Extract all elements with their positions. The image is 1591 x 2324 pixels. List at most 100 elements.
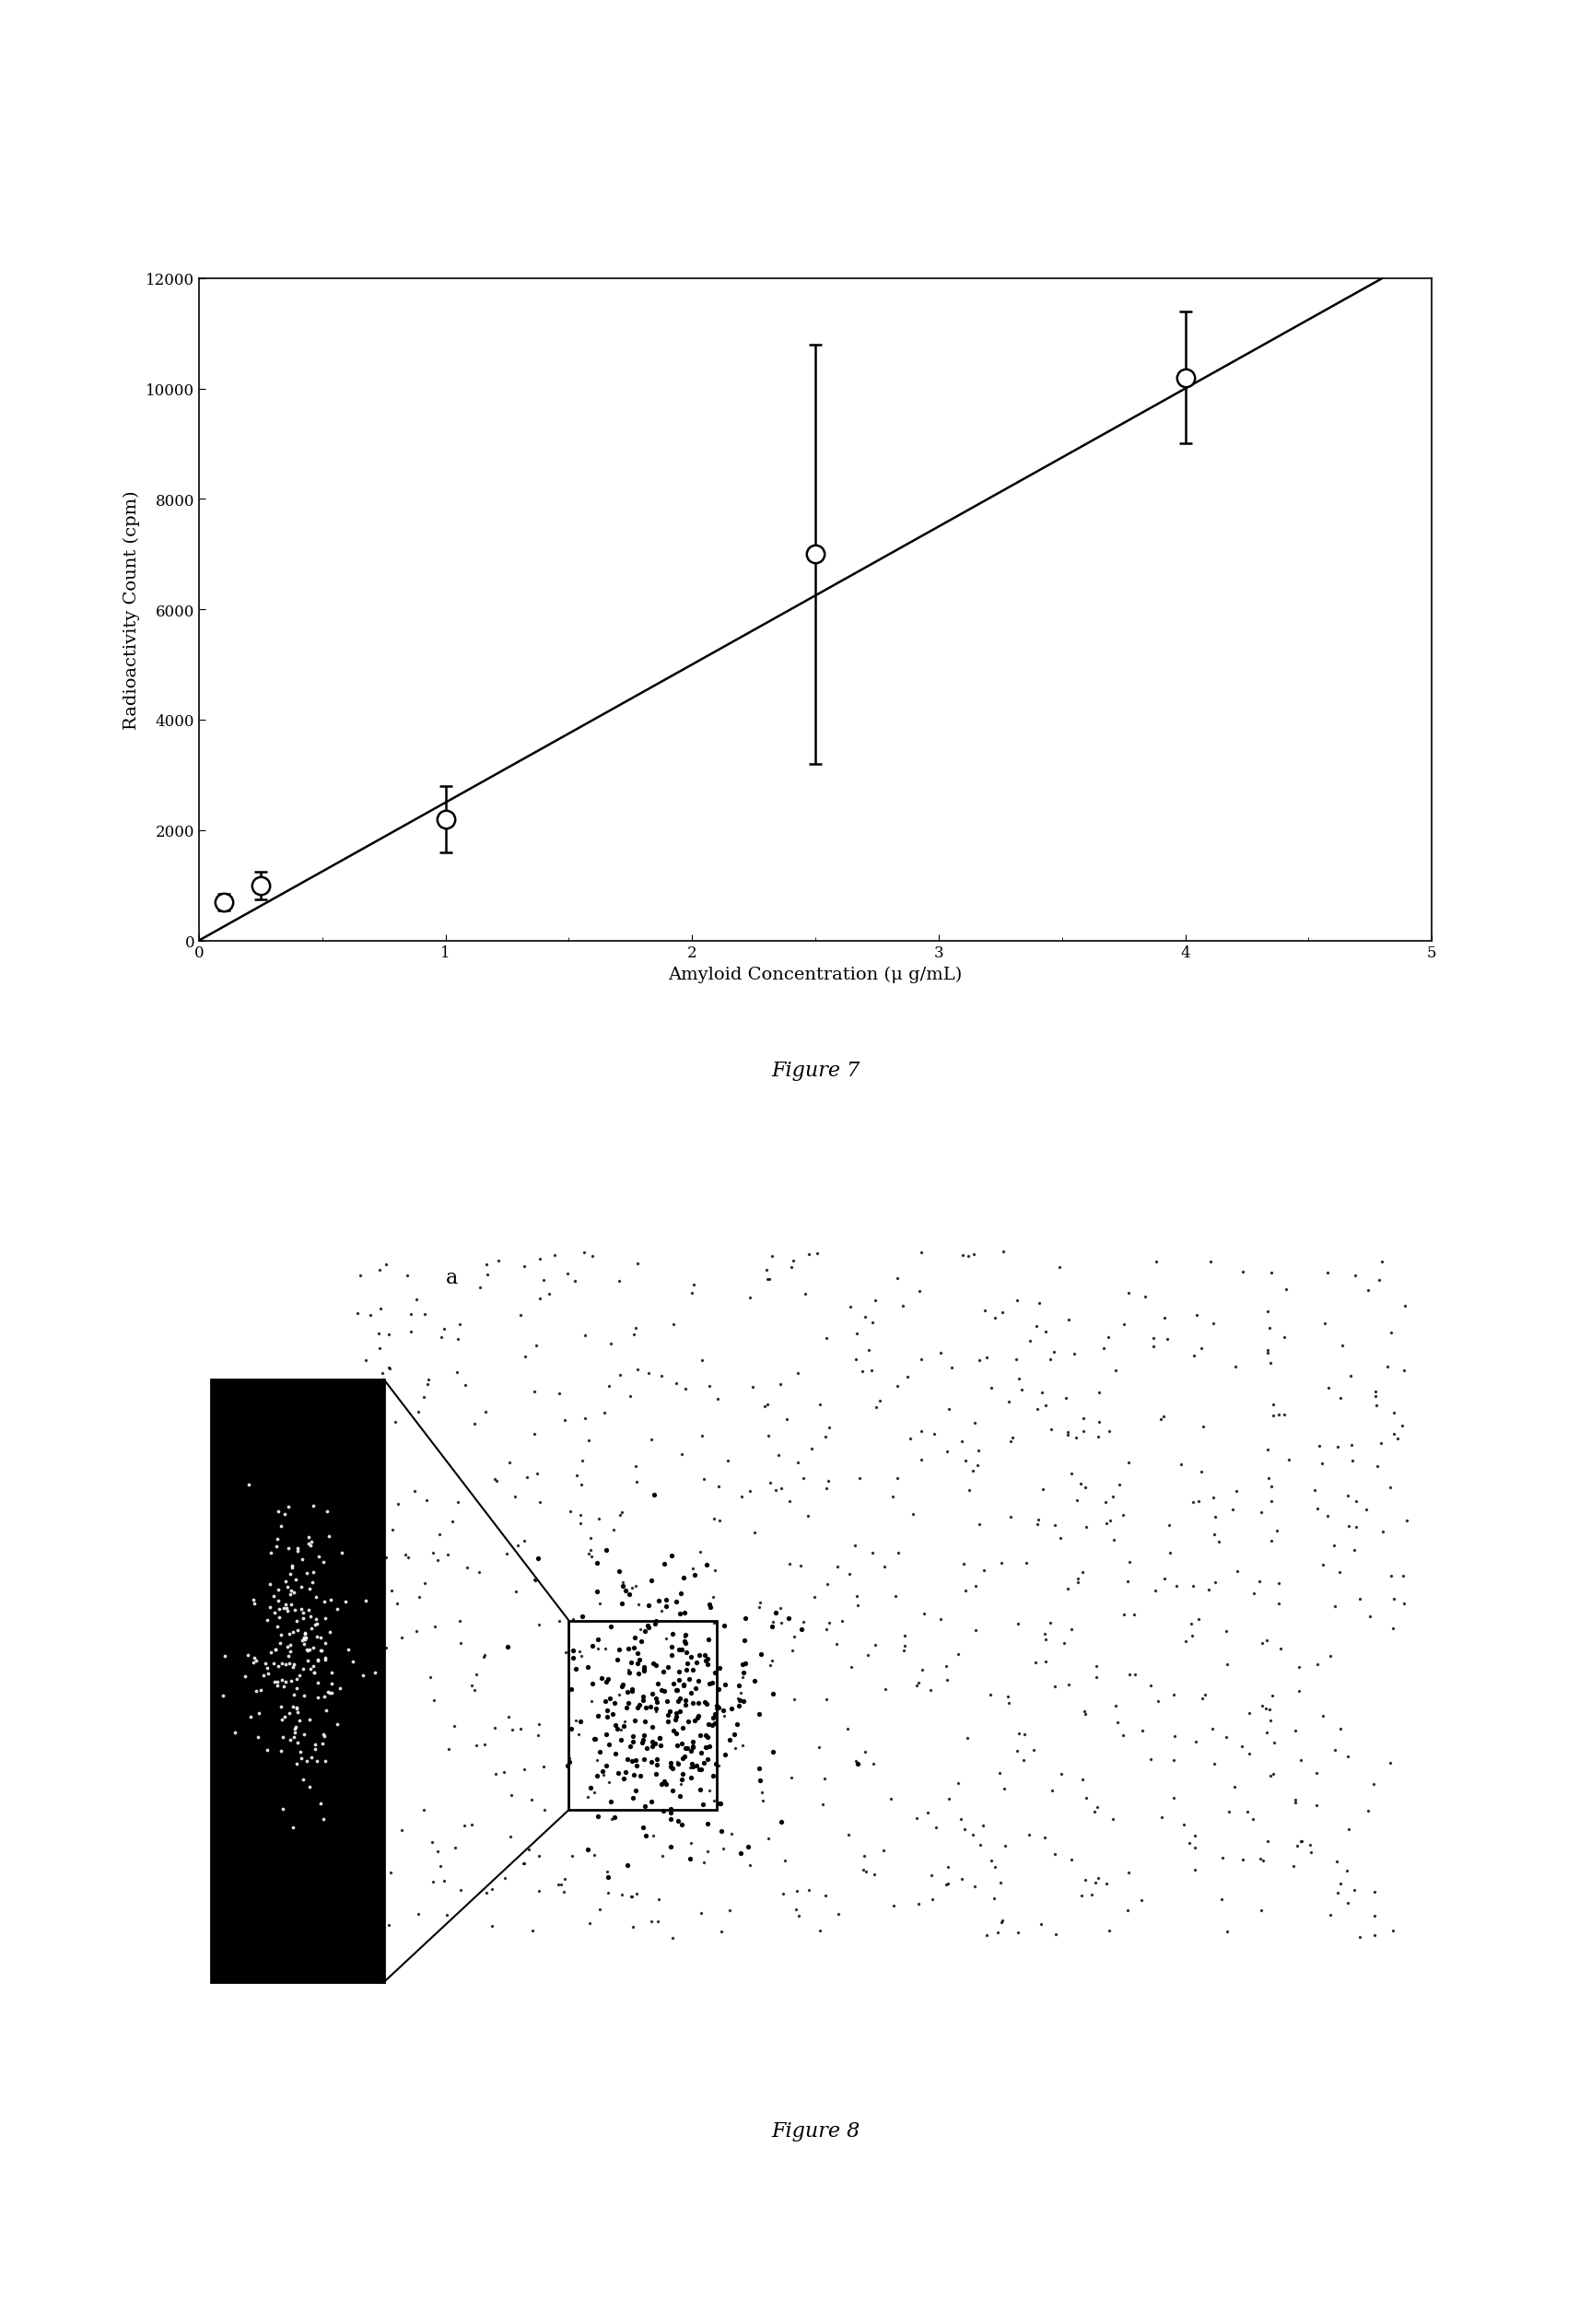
Point xyxy=(1099,1478,1125,1515)
Point xyxy=(1239,1801,1265,1838)
Point xyxy=(1394,1504,1419,1541)
Point xyxy=(950,1236,975,1274)
Point xyxy=(901,1497,926,1534)
Point xyxy=(1085,1859,1111,1896)
Point xyxy=(624,1875,649,1913)
Point xyxy=(651,1652,676,1690)
Point xyxy=(633,1690,659,1727)
Point xyxy=(304,1601,329,1638)
Point xyxy=(264,1520,290,1557)
Point xyxy=(659,1745,684,1783)
Point xyxy=(587,1892,613,1929)
Point xyxy=(813,1611,838,1648)
Point xyxy=(679,1685,705,1722)
Point xyxy=(1249,1892,1274,1929)
Point xyxy=(1268,1631,1293,1669)
Point xyxy=(275,1592,301,1629)
Point xyxy=(665,1683,690,1720)
Point xyxy=(668,1766,694,1803)
Point xyxy=(660,1750,686,1787)
Point xyxy=(1378,1469,1403,1506)
Point xyxy=(907,1274,932,1311)
Point xyxy=(633,1690,659,1727)
Point xyxy=(1188,1329,1214,1367)
Point xyxy=(601,1799,627,1836)
Point xyxy=(585,1499,611,1536)
Point xyxy=(1064,1483,1090,1520)
Point xyxy=(291,1678,317,1715)
Point xyxy=(959,1452,985,1490)
Point xyxy=(652,1587,678,1624)
Point xyxy=(619,1645,644,1683)
Point xyxy=(831,1604,856,1641)
Point xyxy=(706,1671,732,1708)
Point xyxy=(235,1636,261,1673)
Point xyxy=(990,1294,1015,1332)
Point xyxy=(652,1545,678,1583)
Point xyxy=(762,1471,788,1508)
Point xyxy=(651,1762,676,1799)
Point xyxy=(1266,1564,1292,1601)
Point xyxy=(439,1504,465,1541)
Point xyxy=(687,1750,713,1787)
Point xyxy=(531,1792,557,1829)
Point xyxy=(269,1618,294,1655)
Point xyxy=(294,1743,320,1780)
Point xyxy=(624,1464,649,1501)
Point xyxy=(1184,1722,1209,1759)
Point xyxy=(258,1634,283,1671)
Point xyxy=(813,1320,838,1357)
Point xyxy=(781,1618,807,1655)
Point xyxy=(328,1669,353,1706)
Point xyxy=(1201,1306,1227,1343)
Point xyxy=(759,1236,784,1274)
Point xyxy=(463,1727,488,1764)
Point xyxy=(1336,1508,1362,1545)
Point xyxy=(671,1666,697,1703)
Point xyxy=(644,1745,670,1783)
Point xyxy=(638,1562,663,1599)
Point xyxy=(277,1645,302,1683)
Point xyxy=(609,1494,635,1532)
Point xyxy=(578,1903,603,1941)
Point xyxy=(428,1848,453,1885)
Point xyxy=(1099,1801,1125,1838)
Point xyxy=(998,1422,1023,1459)
Point xyxy=(695,1741,721,1778)
Point xyxy=(363,1655,388,1692)
Point xyxy=(1362,1917,1387,1954)
Point xyxy=(482,1757,508,1794)
Point xyxy=(727,1666,753,1703)
Point xyxy=(918,1671,943,1708)
Point xyxy=(675,1645,700,1683)
Point xyxy=(727,1683,753,1720)
Point xyxy=(692,1683,718,1720)
Point xyxy=(850,1852,875,1889)
Point xyxy=(312,1641,337,1678)
Point xyxy=(614,1673,640,1710)
Point xyxy=(447,1604,473,1641)
Point xyxy=(382,1404,407,1441)
Point xyxy=(702,1697,727,1734)
Point xyxy=(1106,1466,1131,1504)
Point xyxy=(856,1636,881,1673)
Point xyxy=(576,1831,601,1868)
Point xyxy=(698,1706,724,1743)
Point xyxy=(318,1676,344,1713)
Point xyxy=(655,1703,681,1741)
Point xyxy=(498,1778,523,1815)
Point xyxy=(648,1727,673,1764)
Point xyxy=(616,1631,641,1669)
Point xyxy=(932,1648,958,1685)
Point xyxy=(683,1669,708,1706)
Point xyxy=(684,1643,710,1680)
Point xyxy=(891,1627,916,1664)
Point xyxy=(1196,1571,1222,1608)
Point xyxy=(1006,1360,1031,1397)
Point xyxy=(643,1604,668,1641)
Point xyxy=(883,1578,908,1615)
Point xyxy=(1133,1278,1158,1315)
Point xyxy=(643,1724,668,1762)
Point xyxy=(445,1483,471,1520)
Point xyxy=(541,1236,566,1274)
